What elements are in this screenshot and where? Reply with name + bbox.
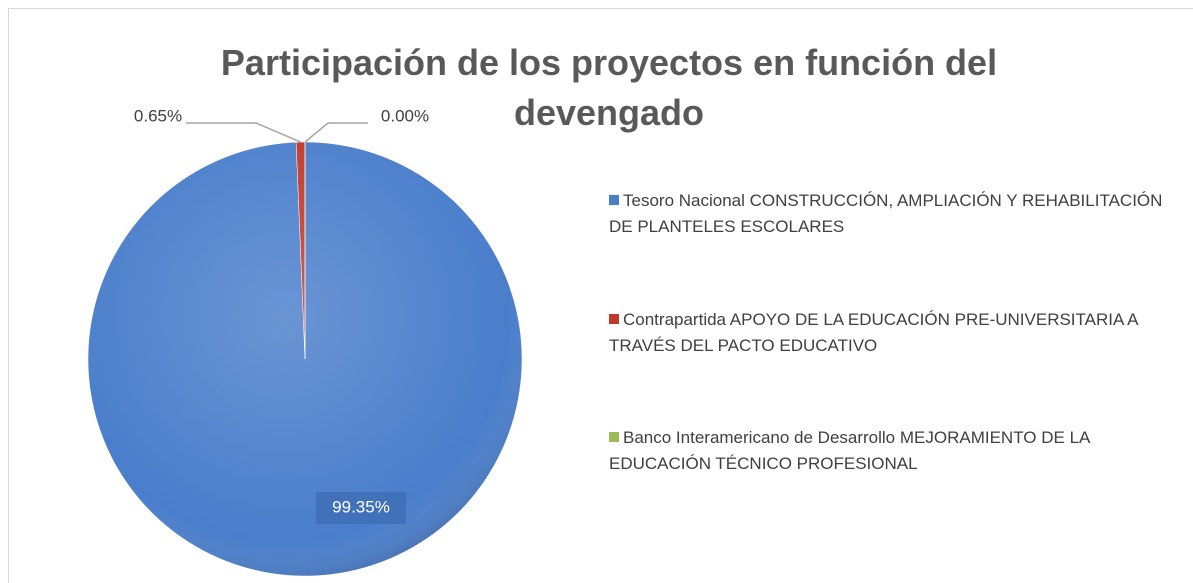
legend-entry: Contrapartida APOYO DE LA EDUCACIÓN PRE-… — [609, 307, 1179, 359]
legend-entry: Tesoro Nacional CONSTRUCCIÓN, AMPLIACIÓN… — [609, 188, 1179, 240]
data-label: 0.65% — [134, 106, 182, 125]
legend-swatch — [609, 432, 619, 442]
leader-line — [186, 122, 301, 143]
chart-title: Participación de los proyectos en funció… — [220, 42, 998, 133]
legend-label: Contrapartida APOYO DE LA EDUCACIÓN PRE-… — [609, 310, 1138, 355]
data-label-box — [316, 492, 406, 524]
data-label: 0.00% — [381, 106, 429, 125]
legend-label: Tesoro Nacional CONSTRUCCIÓN, AMPLIACIÓN… — [609, 191, 1163, 236]
legend-swatch — [609, 195, 619, 205]
data-label: 99.35% — [332, 497, 390, 516]
leader-line — [304, 122, 368, 143]
legend-entry: Banco Interamericano de Desarrollo MEJOR… — [609, 425, 1179, 477]
chart-border — [8, 8, 1193, 583]
legend-swatch — [609, 314, 619, 324]
legend-label: Banco Interamericano de Desarrollo MEJOR… — [609, 428, 1090, 473]
